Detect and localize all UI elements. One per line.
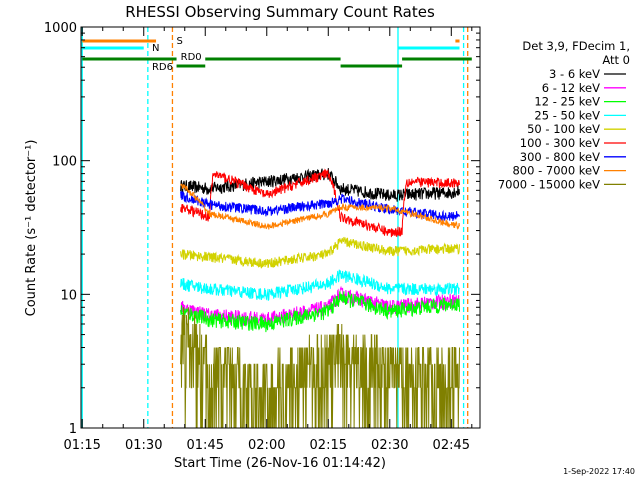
legend-label-1: 6 - 12 keV bbox=[542, 81, 600, 95]
legend-label-2: 12 - 25 keV bbox=[534, 95, 600, 109]
flag-label-rd0: RD0 bbox=[181, 52, 202, 63]
axes-group: 1 10 100 1000 01:15 01:30 01:45 02:00 02:15 02:30… bbox=[44, 21, 481, 453]
series-line-5 bbox=[180, 168, 460, 238]
flag-label-night: N bbox=[152, 43, 159, 54]
y-axis-label: Count Rate (s⁻¹ detector⁻¹) bbox=[24, 140, 39, 317]
x-tick-label-6: 02:45 bbox=[433, 438, 470, 453]
x-tick-label-3: 02:00 bbox=[248, 438, 285, 453]
legend-label-5: 100 - 300 keV bbox=[520, 136, 600, 150]
data-series-group bbox=[81, 27, 469, 429]
legend-header-line-2: Att 0 bbox=[602, 53, 630, 67]
flag-label-rd6: RD6 bbox=[152, 62, 173, 73]
x-tick-label-0: 01:15 bbox=[63, 438, 100, 453]
y-tick-label-3: 1000 bbox=[44, 21, 77, 36]
flag-bars-group: S N RD0 RD6 bbox=[82, 36, 472, 73]
y-tick-label-0: 1 bbox=[69, 422, 77, 437]
x-tick-label-4: 02:15 bbox=[310, 438, 347, 453]
chart-title: RHESSI Observing Summary Count Rates bbox=[125, 3, 435, 21]
legend-label-4: 50 - 100 keV bbox=[527, 122, 600, 136]
legend-label-6: 300 - 800 keV bbox=[520, 150, 600, 164]
series-line-3 bbox=[180, 269, 460, 301]
x-tick-label-5: 02:30 bbox=[371, 438, 408, 453]
series-line-7 bbox=[180, 183, 460, 231]
legend-label-3: 25 - 50 keV bbox=[534, 108, 600, 122]
legend-label-7: 800 - 7000 keV bbox=[512, 164, 600, 178]
series-line-8 bbox=[180, 307, 460, 429]
series-line-4 bbox=[180, 236, 460, 269]
y-tick-label-2: 100 bbox=[52, 155, 77, 170]
plot-frame bbox=[80, 26, 481, 429]
x-axis-label: Start Time (26-Nov-16 01:14:42) bbox=[174, 456, 386, 471]
legend-label-8: 7000 - 15000 keV bbox=[498, 177, 600, 191]
legend-header-line-1: Det 3,9, FDecim 1, bbox=[522, 39, 630, 53]
legend-label-0: 3 - 6 keV bbox=[549, 67, 600, 81]
flag-label-saa: S bbox=[177, 36, 183, 47]
series-line-2 bbox=[180, 291, 460, 333]
x-tick-label-2: 01:45 bbox=[187, 438, 224, 453]
x-tick-label-1: 01:30 bbox=[125, 438, 162, 453]
generation-timestamp: 1-Sep-2022 17:40 bbox=[563, 467, 635, 476]
y-tick-label-1: 10 bbox=[60, 288, 77, 303]
